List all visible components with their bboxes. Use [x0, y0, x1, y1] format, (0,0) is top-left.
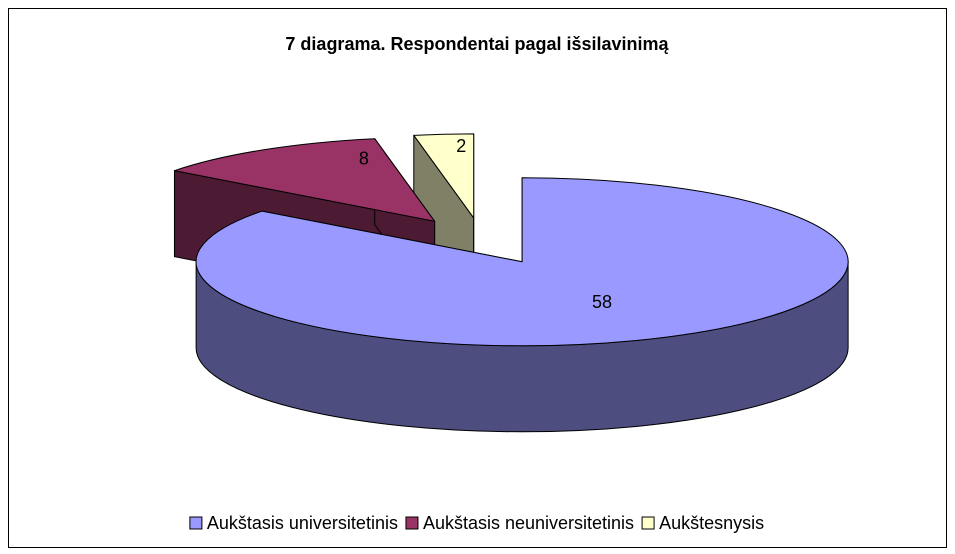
slice-top — [413, 133, 475, 219]
data-label: 58 — [592, 292, 612, 312]
legend-swatch — [189, 516, 203, 530]
legend-label: Aukštasis neuniversitetinis — [423, 513, 634, 533]
legend-swatch — [641, 516, 655, 530]
slice-top — [195, 177, 849, 347]
legend-label: Aukštasis universitetinis — [207, 513, 398, 533]
legend-label: Aukštesnysis — [659, 513, 764, 533]
legend-swatch — [405, 516, 419, 530]
data-label: 2 — [456, 136, 466, 156]
data-label: 8 — [359, 148, 369, 168]
chart-title: 7 diagrama. Respondentai pagal išsilavin… — [285, 34, 669, 54]
pie-slice — [195, 177, 849, 433]
slice-top — [173, 138, 436, 222]
